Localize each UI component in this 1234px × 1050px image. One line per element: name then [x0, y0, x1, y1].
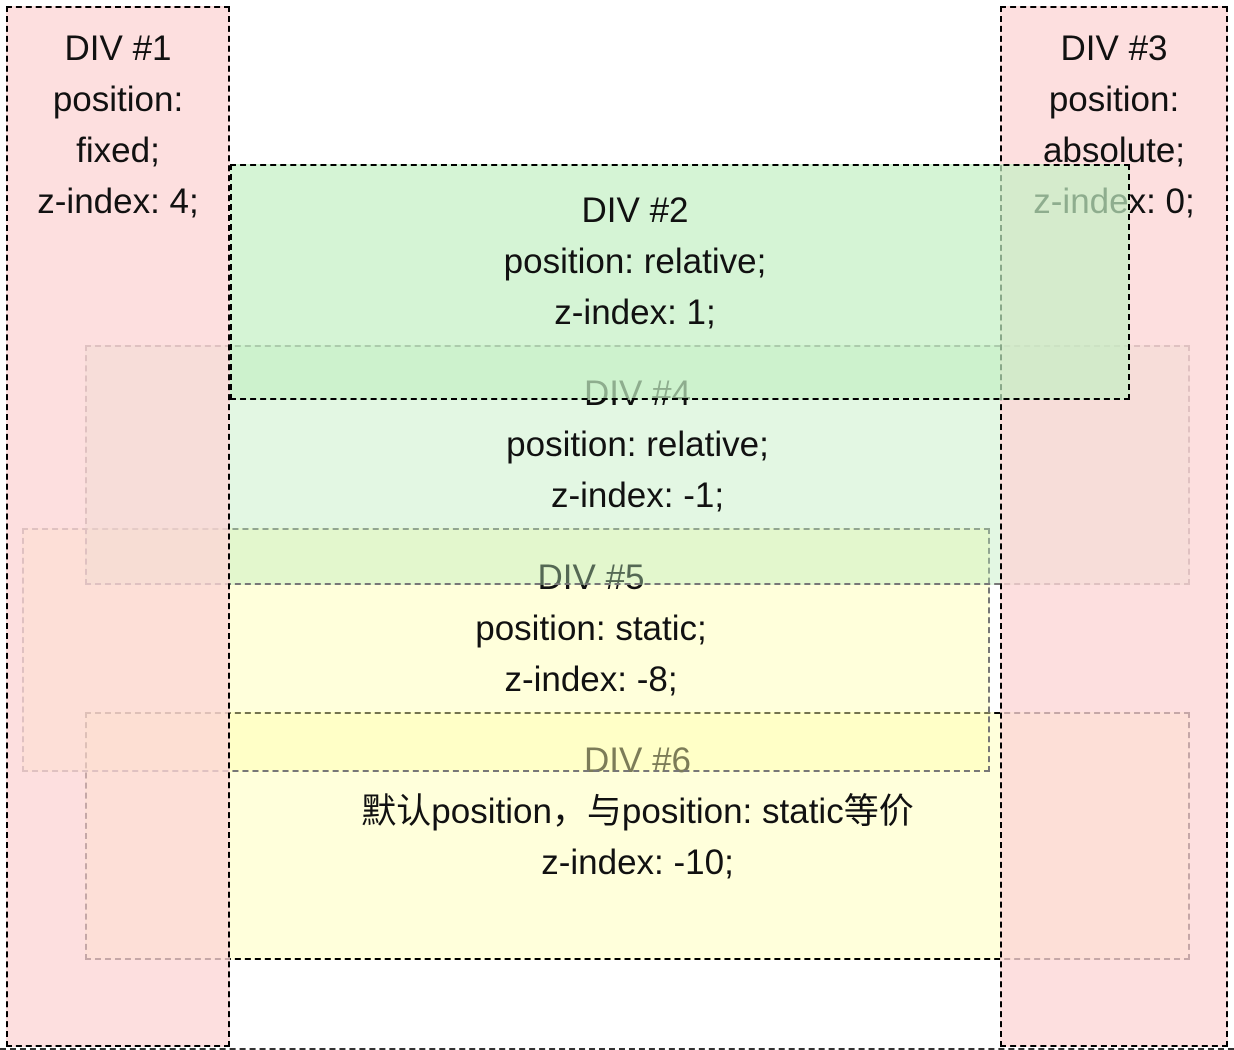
div5-line: z-index: -8; [504, 660, 678, 699]
div1-text: DIV #1 position: fixed; z-index: 4; [8, 23, 228, 227]
div1-box: DIV #1 position: fixed; z-index: 4; [6, 6, 230, 1047]
div2-line: position: relative; [503, 242, 767, 281]
div2-text: DIV #2 position: relative; z-index: 1; [187, 185, 1083, 338]
div1-title: DIV #1 [64, 29, 172, 68]
div3-line: position: [1048, 80, 1180, 119]
div3-title: DIV #3 [1060, 29, 1168, 68]
div4-line: position: relative; [506, 425, 769, 464]
div6-line: 默认position，与position: static等价 [361, 792, 914, 831]
div1-line: fixed; [76, 131, 160, 170]
div6-line: z-index: -10; [541, 843, 734, 882]
div6-title: DIV #6 [584, 741, 691, 780]
div6-text: DIV #6 默认position，与position: static等价 z-… [87, 735, 1188, 888]
div5-text: DIV #5 position: static; z-index: -8; [109, 552, 1073, 705]
div1-line: position: [52, 80, 184, 119]
div3-box: DIV #3 position: absolute; z-index: 0; [1000, 6, 1228, 1047]
div2-line: z-index: 1; [554, 293, 716, 332]
div4-line: z-index: -1; [550, 476, 725, 515]
div5-line: position: static; [475, 609, 707, 648]
div1-line: z-index: 4; [37, 182, 199, 221]
div5-title: DIV #5 [537, 558, 645, 597]
div3-line: absolute; [1042, 131, 1186, 170]
div2-box: DIV #2 position: relative; z-index: 1; [230, 164, 1130, 400]
div2-title: DIV #2 [581, 191, 689, 230]
